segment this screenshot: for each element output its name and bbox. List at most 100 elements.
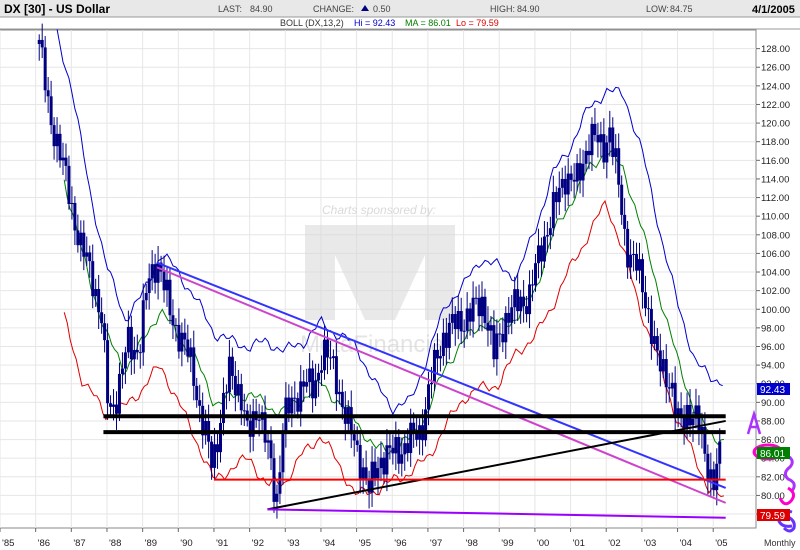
price-bar-body [700,426,704,433]
price-bar-body [409,422,413,454]
price-bar-body [144,292,148,301]
boll-prefix: BOLL (DX,13,2) [280,18,344,28]
price-bar-body [138,352,142,354]
price-bar-body [623,214,627,229]
price-bar-body [608,127,612,143]
y-tick-label: 114.00 [761,174,789,185]
price-bar-body [379,457,383,469]
price-bar-body [649,308,653,344]
y-tick-label: 124.00 [761,81,790,92]
x-tick-label: '89 [145,538,157,549]
price-bar-body [248,420,252,437]
price-bar-body [224,392,228,394]
price-bar-body [55,133,59,147]
price-bar-body [216,444,220,453]
last-label: LAST: [218,4,242,14]
price-bar-body [150,264,154,279]
x-tick-label: '91 [216,538,228,549]
price-bar-body [236,384,240,396]
price-bar-body [590,123,594,156]
price-bar-body [49,96,53,126]
price-bar-body [715,463,719,491]
price-bar-body [180,332,184,352]
price-bar-body [531,284,535,286]
price-bar-body [563,178,567,195]
price-bar-body [46,90,50,97]
price-bar-body [551,192,555,229]
header-bar [0,0,800,17]
price-bar-body [314,380,318,399]
trendlines [103,261,727,519]
price-bar-body [617,148,621,185]
x-tick-label: '87 [73,538,85,549]
y-tick-label: 90.00 [761,398,785,409]
price-bar-body [305,382,309,387]
price-bar-body [483,296,487,323]
price-bar-body [275,493,279,502]
price-bar-body [441,332,445,357]
lower-band-line [63,199,724,498]
price-bar-body [587,150,591,156]
x-tick-label: '03 [644,538,656,549]
price-bar-body [302,381,306,387]
watermark-m-logo [305,225,455,320]
price-bar-body [522,296,526,307]
price-bar-body [355,440,359,445]
price-bar-body [278,472,282,494]
price-bar-body [97,289,101,313]
price-bar-body [79,232,83,246]
hi-label: 92.43 [757,383,790,396]
price-bar-body [174,324,178,326]
ma-label-text: 86.01 [760,449,785,460]
price-bar-body [219,423,222,453]
price-bar-body [471,297,475,322]
price-bar-body [337,391,341,395]
price-bar-body [91,261,95,297]
price-bar-body [340,391,344,408]
price-bar-body [52,125,56,147]
price-bar-body [572,179,576,182]
price-bar-body [643,292,647,309]
price-bar-body [605,142,609,163]
x-tick-label: '95 [359,538,371,549]
price-bar-body [412,422,416,432]
price-bar-body [165,279,169,291]
y-tick-label: 96.00 [761,342,785,353]
price-bar-body [126,326,130,353]
price-bar-body [230,356,234,376]
change-value: 0.50 [373,4,391,14]
y-tick-label: 116.00 [761,156,789,167]
y-tick-label: 104.00 [761,268,790,279]
boll-hi: Hi = 92.43 [354,18,395,28]
price-bar-body [159,262,163,272]
price-bar-body [492,325,496,360]
price-bar-body [682,417,686,428]
price-bar-body [703,426,707,454]
price-bar-body [474,297,478,299]
price-bar-body [120,368,124,374]
price-bar-body [61,157,65,161]
price-bar-body [655,336,659,351]
price-bar-body [239,384,243,411]
trendline [156,266,727,504]
price-bar-body [135,349,139,353]
change-up-icon [361,5,369,11]
price-bar-body [542,236,546,262]
y-tick-label: 82.00 [761,472,785,483]
x-tick-label: '96 [394,538,406,549]
x-tick-label: '04 [680,538,692,549]
price-bar-body [290,397,294,414]
price-bar-body [325,339,329,358]
price-bar-body [334,356,338,395]
price-bar-body [331,356,335,359]
price-bar-body [596,135,600,143]
sponsor-watermark: Charts sponsored by: MetaFinancial [300,203,455,358]
price-bar-body [204,421,208,436]
price-bar-body [186,339,190,357]
price-bar-body [251,411,255,437]
price-bar-body [670,382,674,389]
price-bar-body [58,133,62,161]
price-bar-body [391,447,395,454]
price-bar-body [201,405,205,436]
